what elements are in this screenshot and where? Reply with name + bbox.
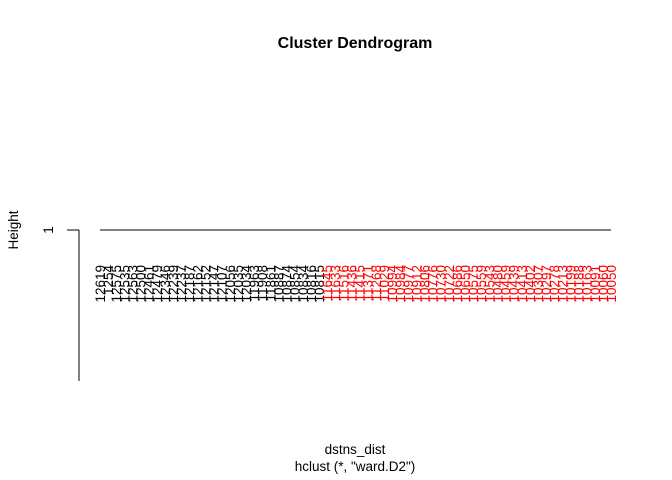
leaf-label: 12500 xyxy=(134,265,149,303)
leaf-label: 10213 xyxy=(555,265,570,303)
leaf-label: 10806 xyxy=(417,265,432,303)
leaf-label: 10278 xyxy=(547,265,562,303)
leaf-label: 10912 xyxy=(409,265,424,303)
leaf-label: 12034 xyxy=(239,265,254,303)
leaf-label: 11633 xyxy=(328,265,343,302)
leaf-label: 10887 xyxy=(271,265,286,303)
leaf-label: 11371 xyxy=(361,265,376,302)
leaf-label: 10413 xyxy=(515,265,530,303)
leaf-label: 10050 xyxy=(604,265,619,303)
leaf-label: 10439 xyxy=(507,265,522,303)
leaf-label: 10815 xyxy=(312,265,327,303)
leaf-label: 10977 xyxy=(401,265,416,303)
leaf-label: 10575 xyxy=(466,265,481,303)
leaf-label: 10297 xyxy=(539,265,554,303)
leaf-label: 12479 xyxy=(150,265,165,303)
chart-title: Cluster Dendrogram xyxy=(278,35,433,52)
leaf-label: 12575 xyxy=(109,265,124,303)
leaf-label: 11516 xyxy=(336,265,351,302)
leaf-label: 12056 xyxy=(223,265,238,303)
leaf-label: 10402 xyxy=(523,265,538,303)
leaf-label: 12237 xyxy=(174,265,189,303)
leaf-label: 12147 xyxy=(207,265,222,303)
leaf-label: 12346 xyxy=(158,265,173,303)
leaf-label: 10199 xyxy=(563,265,578,303)
leaf-label: 10776 xyxy=(426,265,441,303)
leaf-label: 10480 xyxy=(490,265,505,303)
leaf-label: 12563 xyxy=(125,265,140,303)
leaf-label: 10854 xyxy=(288,265,303,303)
y-tick-label: 1 xyxy=(41,226,56,234)
leaf-label: 11963 xyxy=(247,265,262,302)
leaf-label: 12187 xyxy=(182,265,197,303)
leaf-label: 10730 xyxy=(434,265,449,303)
leaf-label: 10459 xyxy=(499,265,514,303)
leaf-label: 12152 xyxy=(198,265,213,303)
leaf-label: 12035 xyxy=(231,265,246,303)
leaf-label: 10650 xyxy=(458,265,473,303)
leaf-label: 10686 xyxy=(450,265,465,303)
leaf-label: 12461 xyxy=(142,265,157,303)
leaf-label: 10060 xyxy=(596,265,611,303)
leaf-label: 10816 xyxy=(304,265,319,303)
leaf-label: 12535 xyxy=(117,265,132,303)
leaf-label: 10163 xyxy=(580,265,595,303)
leaf-label: 1254 xyxy=(101,265,116,296)
leaf-label: 10722 xyxy=(442,265,457,303)
leaf-label: 12107 xyxy=(215,265,230,303)
leaf-label: 12162 xyxy=(190,265,205,303)
leaf-label: 11908 xyxy=(255,265,270,302)
leaf-label: 11415 xyxy=(353,265,368,302)
leaf-label: 10874 xyxy=(280,265,295,303)
leaf-label: 10559 xyxy=(474,265,489,303)
leaf-label: 11268 xyxy=(369,265,384,302)
leaf-label: 10091 xyxy=(588,265,603,303)
leaf-label: 11436 xyxy=(344,265,359,302)
leaf-label: 11645 xyxy=(320,265,335,302)
leaf-label: 12619 xyxy=(93,265,108,303)
x-axis-label: dstns_dist xyxy=(325,442,386,457)
leaf-label: 10307 xyxy=(531,265,546,303)
leaf-label: 10984 xyxy=(393,265,408,303)
leaf-label: 11029 xyxy=(377,265,392,302)
leaf-label: 12239 xyxy=(166,265,181,303)
leaf-labels: 1261912541257512535125631250012461124791… xyxy=(93,265,619,303)
leaf-label: 10188 xyxy=(572,265,587,303)
leaf-label: 10543 xyxy=(482,265,497,303)
leaf-label: 11861 xyxy=(263,265,278,302)
method-sublabel: hclust (*, "ward.D2") xyxy=(295,459,416,474)
leaf-label: 10994 xyxy=(385,265,400,303)
y-axis-label: Height xyxy=(6,210,21,249)
leaf-label: 10834 xyxy=(296,265,311,303)
